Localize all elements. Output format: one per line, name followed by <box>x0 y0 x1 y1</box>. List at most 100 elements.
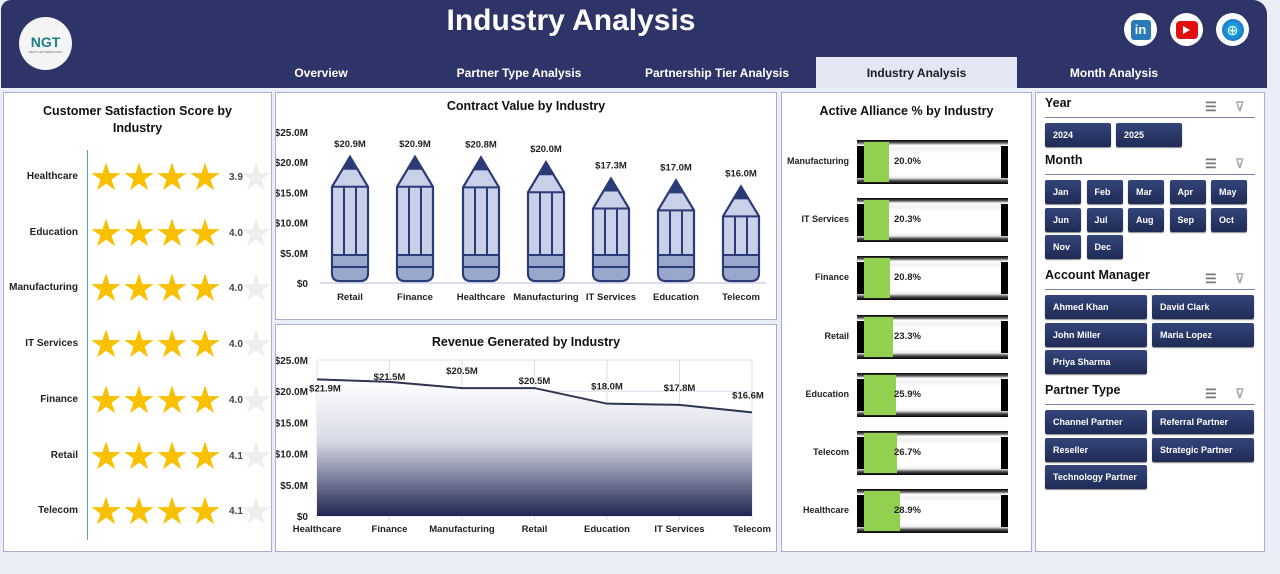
star-icon: ★ <box>188 324 223 367</box>
slicer-item-month[interactable]: May <box>1211 180 1247 204</box>
battery-bar: 20.8% <box>857 256 1008 301</box>
tab-month-analysis[interactable]: Month Analysis <box>1069 66 1159 80</box>
logo-text: NGT <box>30 33 61 50</box>
star-icon: ★ <box>122 324 157 367</box>
category-label: Telecom <box>813 447 849 457</box>
slicer-panel: Year ☰ ⊽ 2024 2025 Month ☰ ⊽ Jan Feb Mar Apr May Jun J… <box>1035 92 1265 552</box>
battery-fill <box>864 316 893 357</box>
x-tick-label: Retail <box>522 524 548 535</box>
y-tick-label: $5.0M <box>280 481 308 492</box>
tab-industry-analysis[interactable]: Industry Analysis <box>816 57 1017 88</box>
clear-filter-icon[interactable]: ⊽ <box>1235 271 1245 286</box>
data-label: 4.0 <box>229 394 243 406</box>
x-tick-label: Manufacturing <box>513 292 579 303</box>
star-rating-row: ★ ★ ★ ★ ★ <box>89 212 273 255</box>
youtube-icon[interactable] <box>1170 13 1203 46</box>
category-label: Healthcare <box>802 505 849 516</box>
data-label: 23.3% <box>894 330 921 342</box>
slicer-item-partner-type[interactable]: Technology Partner <box>1045 465 1147 489</box>
star-rating-row: ★ ★ ★ ★ ★ <box>89 491 273 534</box>
pencil-bar <box>656 178 696 283</box>
multi-select-icon[interactable]: ☰ <box>1205 271 1217 286</box>
star-rating-row: ★ ★ ★ ★ ★ <box>89 382 273 420</box>
star-rating-row: ★ ★ ★ ★ ★ <box>89 157 273 199</box>
data-label: 25.9% <box>894 388 921 400</box>
clear-filter-icon[interactable]: ⊽ <box>1235 386 1245 401</box>
star-icon: ★ <box>155 157 190 199</box>
clear-filter-icon[interactable]: ⊽ <box>1235 99 1245 114</box>
slicer-item-month[interactable]: Aug <box>1128 207 1164 232</box>
active-alliance-panel: Active Alliance % by Industry Manufactur… <box>781 92 1032 552</box>
slicer-item-account-manager[interactable]: Ahmed Khan <box>1045 295 1147 319</box>
x-tick-label: Finance <box>372 524 408 535</box>
slicer-item-month[interactable]: Jun <box>1045 207 1081 232</box>
star-empty-icon: ★ <box>239 324 274 367</box>
star-icon: ★ <box>188 268 223 311</box>
clear-filter-icon[interactable]: ⊽ <box>1235 156 1245 171</box>
slicer-item-month[interactable]: Mar <box>1128 180 1164 204</box>
slicer-item-month[interactable]: Sep <box>1169 207 1206 232</box>
star-empty-icon: ★ <box>239 212 274 255</box>
x-tick-label: Manufacturing <box>429 524 495 535</box>
slicer-item-year[interactable]: 2024 <box>1045 123 1111 147</box>
slicer-item-account-manager[interactable]: Maria Lopez <box>1152 322 1254 347</box>
y-tick-label: $25.0M <box>276 128 308 139</box>
battery-fill <box>864 491 900 532</box>
star-icon: ★ <box>188 212 223 255</box>
slicer-item-year[interactable]: 2025 <box>1116 123 1182 147</box>
slicer-title: Account Manager <box>1045 268 1150 282</box>
revenue-panel: Revenue Generated by Industry $0 $5.0M $10… <box>275 324 777 552</box>
slicer-item-month[interactable]: Jul <box>1086 207 1123 232</box>
y-tick-label: $0 <box>297 512 309 523</box>
tab-overview[interactable]: Overview <box>294 66 348 80</box>
y-tick-label: $20.0M <box>276 158 308 169</box>
data-label: $21.9M <box>309 383 341 394</box>
tab-partnership-tier-analysis[interactable]: Partnership Tier Analysis <box>644 66 790 80</box>
slicer-item-partner-type[interactable]: Channel Partner <box>1045 410 1147 434</box>
category-label: IT Services <box>25 338 78 350</box>
contract-value-chart: $0 $5.0M $10.0M $15.0M $20.0M $25.0M $20.9M Ret… <box>276 128 766 303</box>
slicer-item-month[interactable]: Jan <box>1045 180 1081 204</box>
x-tick-label: Telecom <box>733 524 771 535</box>
slicer-header-year: Year ☰ ⊽ <box>1045 96 1255 118</box>
star-icon: ★ <box>188 491 223 534</box>
data-label: 20.0% <box>894 156 921 167</box>
slicer-item-account-manager[interactable]: Priya Sharma <box>1045 350 1147 374</box>
star-empty-icon: ★ <box>239 435 274 478</box>
slicer-item-partner-type[interactable]: Strategic Partner <box>1152 437 1254 462</box>
data-label: 4.1 <box>229 450 243 462</box>
slicer-item-month[interactable]: Nov <box>1045 235 1081 259</box>
slicer-item-account-manager[interactable]: John Miller <box>1045 322 1147 347</box>
slicer-item-month[interactable]: Dec <box>1086 235 1123 259</box>
linkedin-icon[interactable]: in <box>1124 13 1157 46</box>
category-label: Telecom <box>38 505 78 517</box>
slicer-item-partner-type[interactable]: Reseller <box>1045 437 1147 462</box>
slicer-item-partner-type[interactable]: Referral Partner <box>1152 410 1254 434</box>
multi-select-icon[interactable]: ☰ <box>1205 386 1217 401</box>
multi-select-icon[interactable]: ☰ <box>1205 99 1217 114</box>
category-label: Education <box>29 226 78 238</box>
star-icon: ★ <box>89 157 124 199</box>
data-label: $17.8M <box>664 383 696 394</box>
tab-partner-type-analysis[interactable]: Partner Type Analysis <box>456 66 582 80</box>
star-icon: ★ <box>188 435 223 478</box>
category-label: Finance <box>814 272 849 283</box>
data-label: $20.9M <box>334 139 366 150</box>
category-label: Healthcare <box>26 171 78 182</box>
slicer-item-month[interactable]: Apr <box>1169 180 1206 204</box>
battery-bar: 20.3% <box>857 198 1008 243</box>
slicer-header-month: Month ☰ ⊽ <box>1045 153 1255 175</box>
slicer-item-month[interactable]: Feb <box>1086 180 1123 204</box>
multi-select-icon[interactable]: ☰ <box>1205 156 1217 171</box>
x-tick-label: Retail <box>337 292 363 303</box>
data-label: $21.5M <box>374 372 406 383</box>
pencil-bar <box>461 155 501 283</box>
globe-icon[interactable]: ⊕ <box>1216 13 1249 46</box>
chart-title: Active Alliance % by Industry <box>819 104 994 118</box>
category-label: Education <box>805 388 849 399</box>
slicer-item-month[interactable]: Oct <box>1211 207 1247 232</box>
data-label: $20.8M <box>465 139 497 150</box>
star-icon: ★ <box>155 491 190 534</box>
slicer-item-account-manager[interactable]: David Clark <box>1152 295 1254 319</box>
slicer-title: Year <box>1045 96 1072 110</box>
